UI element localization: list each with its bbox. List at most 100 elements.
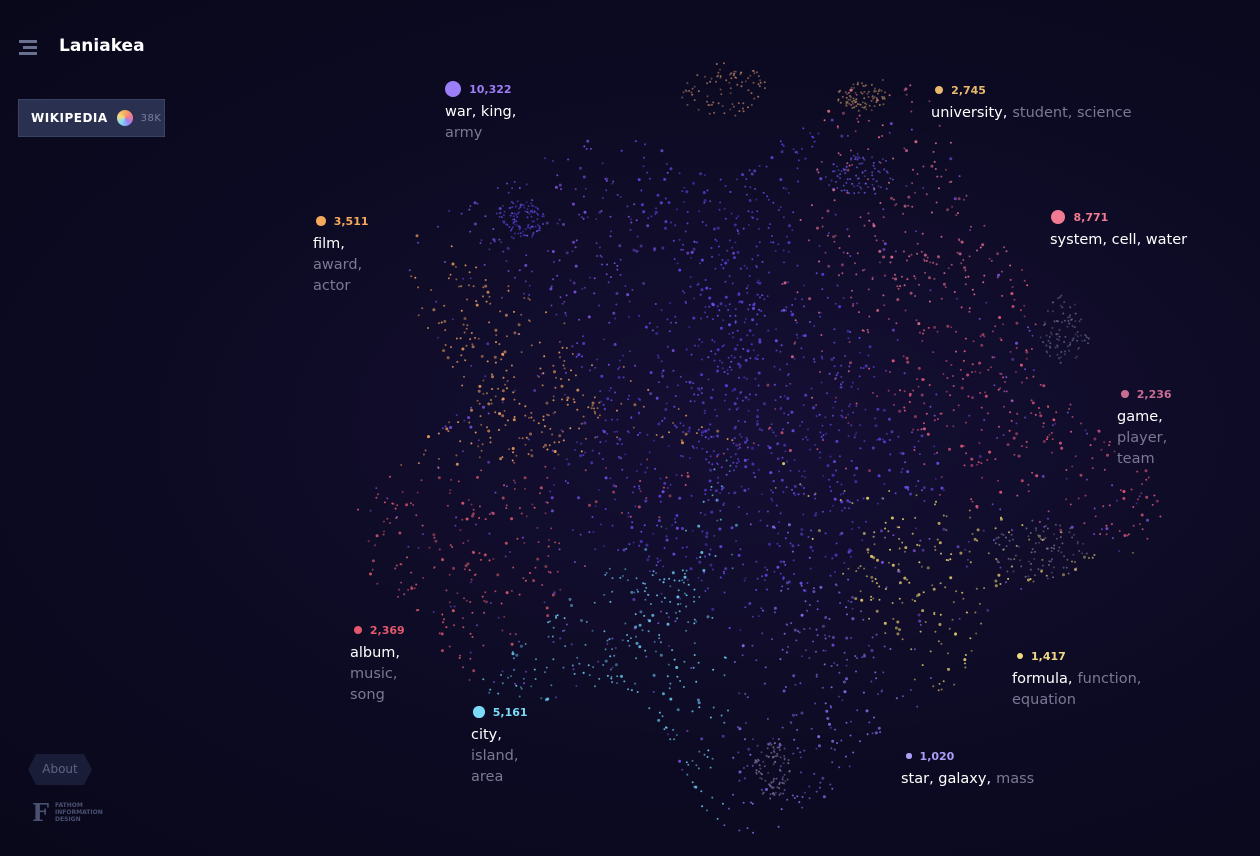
cluster-count-row: 8,771 (1050, 208, 1187, 226)
embedding-point (500, 602, 503, 605)
logo-text: FATHOM INFORMATION DESIGN (55, 802, 103, 823)
embedding-point (1050, 333, 1053, 336)
embedding-point (504, 383, 507, 386)
embedding-point (950, 326, 953, 329)
embedding-point (968, 414, 971, 417)
embedding-point (1113, 450, 1116, 453)
embedding-point (549, 571, 552, 574)
embedding-point (638, 314, 641, 317)
embedding-point (1006, 570, 1009, 573)
embedding-point (444, 344, 447, 346)
embedding-point (717, 245, 720, 248)
embedding-point (962, 359, 965, 362)
embedding-point (544, 671, 546, 674)
embedding-point (857, 120, 860, 123)
embedding-point (1087, 337, 1090, 340)
embedding-point (828, 635, 831, 638)
embedding-point (785, 384, 788, 387)
embedding-point (822, 474, 824, 477)
embedding-point (855, 105, 858, 108)
logo-text-line: FATHOM (55, 802, 83, 809)
embedding-point (682, 424, 685, 427)
embedding-point (1147, 476, 1150, 479)
embedding-point (631, 521, 634, 524)
embedding-point (555, 313, 558, 316)
embedding-point (1021, 381, 1023, 384)
embedding-point (770, 497, 773, 500)
embedding-point (736, 726, 739, 728)
embedding-point (655, 434, 658, 436)
embedding-point (609, 215, 612, 218)
embedding-point (447, 430, 450, 433)
embedding-point (986, 412, 989, 415)
embedding-point (504, 313, 508, 317)
embedding-point (698, 389, 701, 392)
embedding-point (443, 618, 445, 621)
embedding-point (668, 330, 671, 333)
embedding-point (1052, 310, 1054, 313)
menu-icon[interactable] (19, 40, 39, 56)
embedding-point (755, 760, 758, 763)
embedding-point (721, 802, 724, 805)
embedding-point (530, 685, 533, 688)
embedding-point (581, 287, 584, 290)
embedding-point (689, 285, 692, 288)
embedding-point (461, 450, 464, 453)
embedding-point (660, 592, 663, 595)
embedding-point (996, 252, 1000, 256)
embedding-point (784, 780, 787, 783)
embedding-point (833, 497, 837, 501)
embedding-point (830, 665, 833, 668)
embedding-point (732, 105, 735, 108)
embedding-point (727, 259, 730, 262)
embedding-point (858, 375, 861, 378)
embedding-point (988, 257, 991, 260)
embedding-point (711, 568, 714, 571)
embedding-point (889, 648, 892, 650)
embedding-point (436, 225, 439, 228)
embedding-point (637, 590, 639, 593)
embedding-point (994, 542, 997, 545)
dataset-button[interactable]: WIKIPEDIA 38K (18, 99, 165, 137)
embedding-point (633, 403, 637, 407)
embedding-point (785, 309, 788, 312)
embedding-point (1038, 520, 1041, 523)
about-button[interactable]: About (28, 754, 92, 785)
embedding-point (615, 303, 618, 306)
embedding-point (906, 578, 909, 581)
embedding-point (687, 429, 691, 433)
embedding-point (580, 422, 583, 425)
embedding-point (822, 434, 825, 437)
embedding-point (770, 489, 772, 492)
embedding-point (891, 563, 895, 567)
embedding-point (1050, 451, 1053, 454)
embedding-point (613, 262, 616, 265)
embedding-point (685, 761, 688, 764)
embedding-point (395, 564, 398, 567)
embedding-point (955, 214, 958, 217)
embedding-point (969, 516, 972, 519)
embedding-point (617, 376, 621, 379)
embedding-point (1000, 270, 1003, 273)
embedding-point (908, 255, 911, 258)
embedding-point (531, 211, 534, 214)
embedding-point (459, 529, 462, 532)
embedding-point (940, 642, 943, 645)
embedding-point (550, 684, 553, 687)
embedding-point (584, 643, 587, 646)
embedding-point (664, 226, 667, 230)
embedding-point (752, 738, 754, 741)
embedding-point (633, 591, 636, 594)
embedding-point (1058, 335, 1061, 338)
embedding-point (933, 445, 936, 448)
embedding-point (501, 414, 505, 418)
embedding-point (921, 489, 923, 492)
embedding-point (878, 104, 881, 106)
embedding-point (719, 518, 722, 521)
embedding-point (760, 751, 763, 754)
embedding-point (776, 565, 780, 569)
embedding-point (536, 374, 539, 377)
embedding-point (571, 353, 574, 355)
embedding-point (843, 490, 846, 492)
embedding-point (525, 183, 528, 186)
